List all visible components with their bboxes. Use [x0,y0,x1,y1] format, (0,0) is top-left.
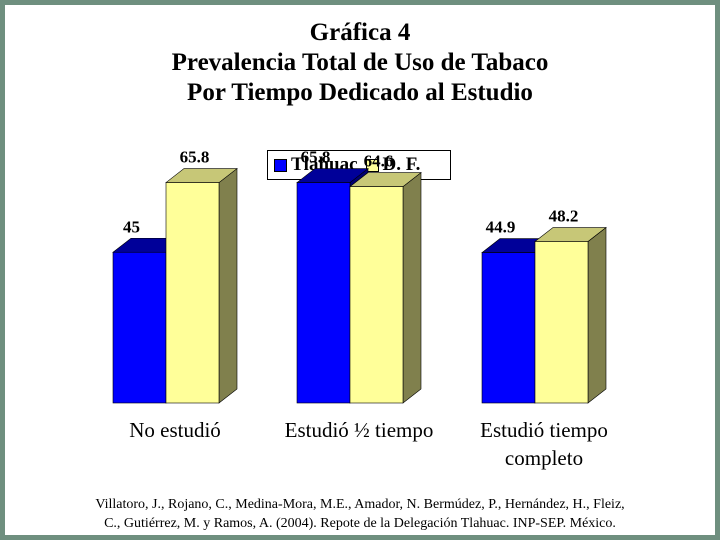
title-line-2: Prevalencia Total de Uso de Tabaco [171,49,549,76]
data-label-df-2: 48.2 [549,207,579,226]
data-label-tlahuac-1: 65.8 [301,148,331,167]
bar-df-1-side [402,171,422,404]
title-line-1: Gráfica 4 [309,19,411,46]
legend-label-df: D. F. [382,154,421,175]
bar-tlahuac-2 [481,252,536,404]
category-label-1: Estudió ½ tiempo [285,418,434,442]
category-label-2: Estudió tiempo [480,418,608,442]
bar-df-0 [165,182,220,404]
bar-tlahuac-0 [112,251,167,404]
bar-tlahuac-1 [296,182,351,404]
bar-df-2 [534,241,589,404]
source-citation: Villatoro, J., Rojano, C., Medina-Mora, … [40,495,680,533]
bar-df-1 [349,186,404,404]
legend-swatch-df [365,158,379,172]
title-line-3: Por Tiempo Dedicado al Estudio [187,79,533,106]
data-label-tlahuac-0: 45 [123,217,140,236]
legend-swatch-tlahuac [274,158,287,172]
source-line-2: C., Gutiérrez, M. y Ramos, A. (2004). Re… [104,516,616,531]
data-label-df-1: 64.6 [364,152,394,171]
legend-item-df: D. F. [365,154,421,176]
bar-df-0-side [218,167,238,404]
data-label-df-0: 65.8 [180,148,210,167]
category-label-2-line-2: completo [505,446,583,470]
category-label-0: No estudió [129,418,221,442]
source-line-1: Villatoro, J., Rojano, C., Medina-Mora, … [95,497,625,512]
data-label-tlahuac-2: 44.9 [486,218,516,237]
bar-df-2-side [587,226,607,404]
chart-title: Gráfica 4 Prevalencia Total de Uso de Ta… [0,18,720,108]
